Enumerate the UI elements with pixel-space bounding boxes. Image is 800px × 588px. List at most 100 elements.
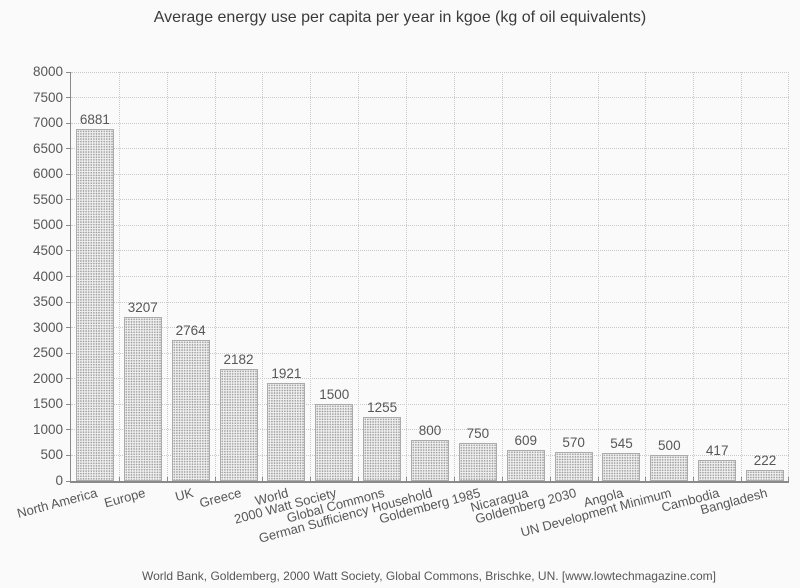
bar-value-label: 800	[418, 423, 442, 439]
bar	[458, 442, 497, 481]
y-axis-tick	[66, 352, 70, 354]
bar-value-label: 6881	[79, 112, 110, 128]
bar	[650, 455, 689, 481]
x-axis-tick	[453, 477, 455, 481]
bar-value-label: 3207	[127, 300, 158, 316]
y-axis-label: 4500	[32, 242, 63, 258]
bar-value-label: 570	[562, 434, 585, 450]
bar-value-label: 2182	[223, 352, 254, 368]
y-axis-label: 6000	[32, 166, 63, 182]
x-axis-tick	[597, 477, 599, 481]
x-axis-tick	[693, 477, 695, 481]
x-axis-tick	[741, 477, 743, 481]
y-axis-tick	[66, 224, 70, 226]
y-axis-tick	[66, 199, 70, 201]
vertical-gridline	[453, 72, 455, 481]
vertical-gridline	[549, 72, 551, 481]
y-axis-label: 7000	[32, 115, 63, 131]
y-axis-label: 5000	[32, 217, 63, 233]
vertical-gridline	[788, 72, 789, 481]
horizontal-gridline	[71, 122, 789, 124]
y-axis-label: 3500	[32, 294, 63, 310]
bar-value-label: 417	[705, 442, 729, 458]
bar	[123, 317, 162, 481]
vertical-gridline	[118, 72, 120, 481]
horizontal-gridline	[71, 378, 789, 380]
chart-title: Average energy use per capita per year i…	[153, 9, 647, 26]
bar	[554, 451, 593, 481]
vertical-gridline	[501, 72, 503, 481]
vertical-gridline	[741, 72, 743, 481]
bar	[602, 453, 641, 481]
x-axis-tick	[262, 477, 264, 481]
horizontal-gridline	[71, 199, 789, 201]
x-axis-tick	[501, 477, 503, 481]
y-axis-tick	[66, 327, 70, 329]
x-axis-tick	[118, 477, 120, 481]
horizontal-gridline	[71, 327, 789, 329]
x-axis-tick	[406, 477, 408, 481]
bar-value-label: 609	[514, 432, 537, 448]
y-axis-tick	[66, 173, 70, 175]
horizontal-gridline	[71, 97, 789, 99]
x-axis-tick	[788, 477, 789, 481]
horizontal-gridline	[71, 301, 789, 303]
horizontal-gridline	[71, 276, 789, 277]
horizontal-gridline	[71, 352, 789, 354]
y-axis-label: 4000	[32, 268, 63, 284]
bar	[267, 382, 306, 481]
y-axis-tick	[66, 403, 70, 405]
vertical-gridline	[645, 72, 647, 481]
bar	[363, 416, 402, 481]
y-axis-label: 3000	[32, 319, 63, 335]
vertical-gridline	[693, 72, 695, 481]
x-axis-tick	[166, 477, 168, 481]
horizontal-gridline	[71, 71, 789, 73]
horizontal-gridline	[71, 429, 789, 431]
horizontal-gridline	[71, 224, 789, 226]
bar	[506, 449, 545, 481]
y-axis-label: 5500	[32, 191, 63, 207]
vertical-gridline	[358, 72, 360, 481]
bar	[315, 404, 354, 481]
horizontal-gridline	[71, 173, 789, 175]
y-axis-label: 1500	[32, 396, 63, 412]
y-axis-tick	[66, 378, 70, 380]
x-axis-tick	[358, 477, 360, 481]
bar	[171, 339, 210, 481]
y-axis-label: 2000	[32, 370, 63, 386]
y-axis-label: 2500	[32, 345, 63, 361]
y-axis-label: 7500	[32, 89, 63, 105]
y-axis-tick	[66, 276, 70, 277]
bar-value-label: 2764	[175, 322, 206, 338]
bar-value-label: 750	[466, 425, 490, 441]
y-axis-label: 500	[40, 447, 63, 463]
y-axis-label: 0	[55, 473, 63, 488]
vertical-gridline	[310, 72, 312, 481]
bar-value-label: 545	[610, 436, 633, 452]
y-axis-label: 1000	[32, 421, 63, 437]
y-axis-label: 8000	[32, 64, 63, 79]
horizontal-gridline	[71, 148, 789, 150]
y-axis-tick	[66, 429, 70, 431]
plot-area: 0 500 1000 1500 2000 2500 3000 3500 4000 4500 5000…	[15, 64, 789, 546]
x-axis-tick	[310, 477, 312, 481]
bar	[698, 459, 737, 481]
horizontal-gridline	[71, 403, 789, 405]
vertical-gridline	[262, 72, 264, 481]
bar-value-label: 1255	[367, 399, 398, 415]
y-axis-tick	[66, 250, 70, 252]
bar	[219, 369, 258, 481]
x-axis-tick	[214, 477, 216, 481]
x-axis-tick	[549, 477, 551, 481]
y-axis-label: 6500	[32, 140, 63, 156]
bar-value-label: 1921	[271, 365, 302, 381]
y-axis-tick	[66, 480, 70, 482]
vertical-gridline	[406, 72, 408, 481]
bar-value-label: 500	[658, 438, 681, 454]
vertical-gridline	[597, 72, 599, 481]
vertical-gridline	[166, 72, 168, 481]
y-axis-tick	[66, 122, 70, 124]
y-axis-tick	[66, 454, 70, 456]
y-axis-tick	[66, 148, 70, 150]
